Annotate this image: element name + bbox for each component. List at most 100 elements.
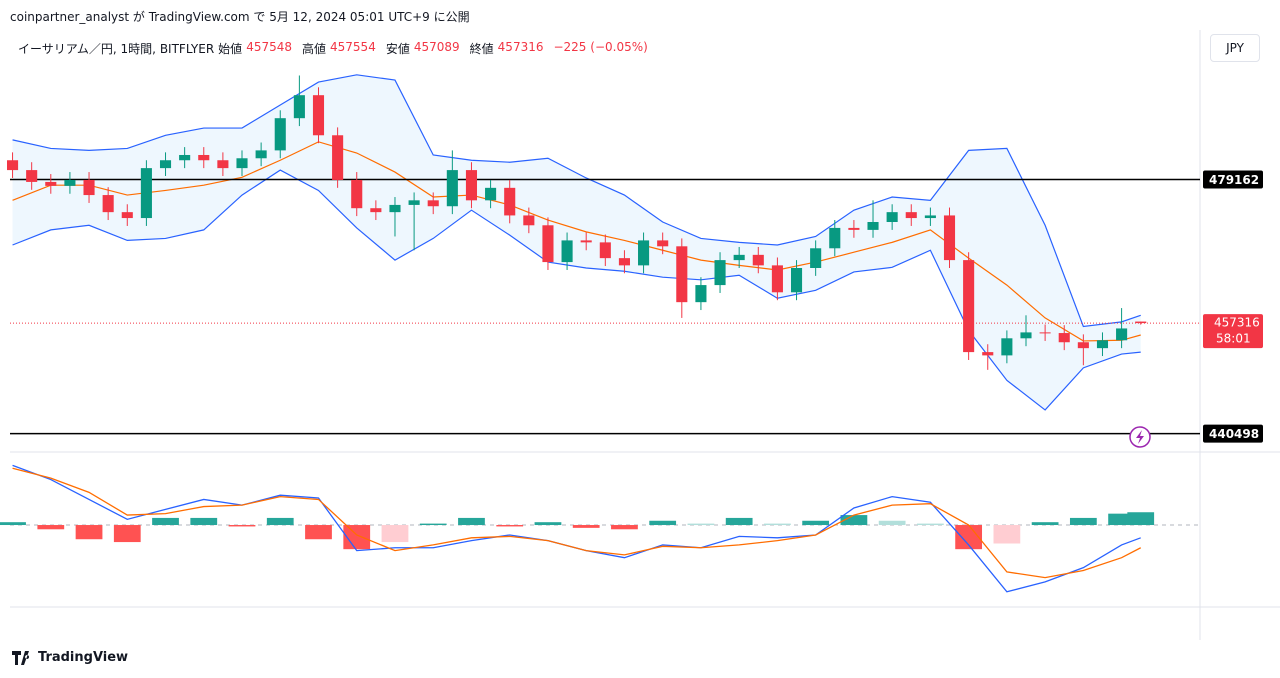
candle-body [733, 254, 745, 261]
last-price-box [1203, 314, 1263, 349]
high-value: 457554 [330, 40, 376, 54]
histogram-bar [1108, 513, 1135, 526]
histogram-bar [266, 517, 294, 526]
last-price-label: 457316 [1214, 316, 1260, 330]
candle-body [886, 212, 898, 223]
low-value: 457089 [413, 40, 460, 54]
candle-body [1135, 321, 1147, 324]
candle-body [408, 200, 420, 205]
hline-label: 440498 [1209, 427, 1259, 441]
histogram-bar [878, 520, 906, 526]
candle-body [695, 285, 707, 303]
histogram-bar [343, 525, 371, 550]
candle-body [446, 170, 458, 207]
candle-body [332, 135, 344, 180]
candle-body [963, 260, 975, 353]
histogram-bar [0, 522, 26, 526]
histogram-bar [534, 522, 562, 526]
close-label: 終値 [469, 42, 494, 56]
candle-body [312, 95, 325, 136]
candle-body [485, 187, 497, 201]
symbol: イーサリアム／円, 1時間, BITFLYER [18, 42, 215, 56]
currency-button[interactable]: JPY [1210, 34, 1260, 62]
change: −225 (−0.05%) [553, 40, 648, 54]
histogram-bar [993, 525, 1021, 544]
histogram-bar [840, 515, 868, 526]
candle-body [771, 265, 783, 293]
histogram-bar [458, 517, 485, 526]
histogram-bar [611, 525, 638, 530]
candle-body [351, 179, 363, 209]
candle-body [1116, 328, 1128, 341]
candle-body [198, 154, 210, 161]
candle-body [523, 215, 535, 226]
logo [12, 650, 30, 665]
ohlc-legend: イーサリアム／円, 1時間, BITFLYER 始値 457548 高値 45755… [18, 40, 654, 57]
candle-body [159, 160, 172, 169]
candle-body [45, 181, 57, 186]
candle-body [943, 215, 956, 261]
candle-body [1096, 340, 1109, 349]
candle-body [140, 168, 152, 219]
candle-body [274, 118, 286, 151]
histogram-bar [381, 525, 409, 543]
candle-body [389, 204, 401, 213]
close-value: 457316 [497, 40, 544, 54]
open-label: 始値 [218, 42, 243, 56]
candle-body [255, 150, 267, 159]
candle-body [924, 215, 936, 219]
histogram-bar [687, 523, 715, 526]
candle-body [427, 200, 439, 207]
candle-body [829, 227, 841, 249]
candle-body [905, 212, 917, 219]
candle-body [102, 195, 114, 213]
candle-body [26, 170, 38, 182]
candle-body [867, 222, 879, 230]
candle-body [1001, 338, 1013, 356]
candle-body [599, 242, 611, 259]
hline-label: 479162 [1209, 173, 1259, 187]
histogram-bar [190, 517, 218, 526]
high-label: 高値 [302, 42, 327, 56]
candle-body [64, 179, 76, 186]
candle-body [293, 95, 305, 119]
histogram-bar [572, 525, 600, 528]
candle-body [179, 154, 191, 161]
histogram-bar [496, 525, 524, 527]
candle-body [217, 160, 229, 169]
band-line [12, 74, 1141, 328]
candle-body [561, 240, 573, 263]
candle-body [465, 170, 478, 201]
histogram-bar [113, 525, 141, 543]
macd-line [12, 467, 1142, 579]
candle-body [1058, 333, 1070, 343]
histogram-bar [1127, 512, 1155, 526]
candle-body [982, 352, 994, 356]
candle-body [618, 258, 630, 266]
hline-label-box [1203, 424, 1263, 443]
candle-body [580, 240, 592, 243]
candle-body [504, 187, 516, 216]
candle-body [1020, 332, 1032, 339]
candle-body [790, 267, 803, 293]
hline-label-box [1203, 170, 1263, 189]
histogram-bar [305, 525, 332, 540]
countdown: 58:01 [1216, 332, 1251, 346]
histogram-bar [75, 525, 103, 540]
band-fill [12, 74, 1141, 410]
alert-bolt [1136, 430, 1144, 444]
histogram-bar [228, 525, 256, 527]
candle-body [714, 260, 726, 286]
candle-body [236, 158, 248, 169]
candle-body [810, 248, 822, 268]
candle-body [848, 227, 860, 230]
candle-body [1077, 342, 1089, 349]
candle-body [752, 254, 764, 266]
candle-body [638, 240, 650, 266]
histogram-bar [649, 520, 677, 526]
candle-body [542, 225, 554, 263]
histogram-bar [764, 523, 791, 526]
candle-body [121, 212, 133, 219]
